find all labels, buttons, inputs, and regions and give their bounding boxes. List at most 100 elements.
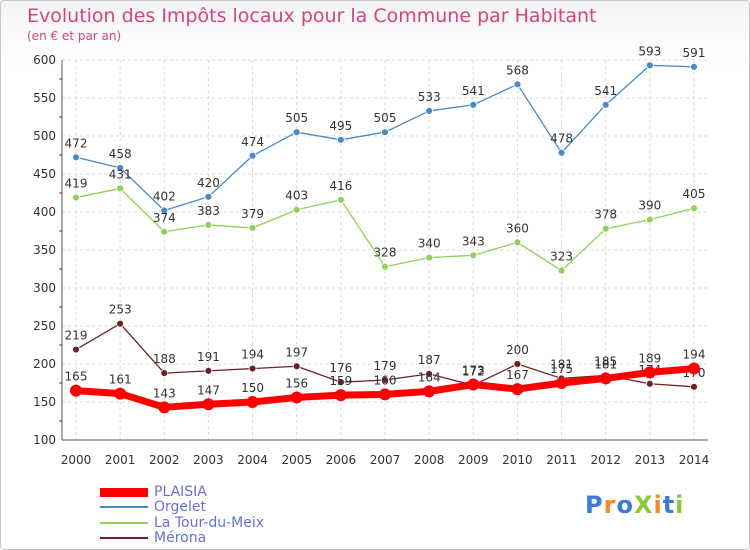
logo-letter: i <box>653 491 663 519</box>
data-label: 323 <box>550 250 573 264</box>
data-label: 156 <box>285 376 308 390</box>
data-point <box>204 192 213 201</box>
data-label: 160 <box>374 373 397 387</box>
data-point <box>511 383 524 396</box>
data-label: 593 <box>638 44 661 58</box>
logo-letter: t <box>662 491 676 519</box>
x-tick-label: 2009 <box>458 453 489 467</box>
data-label: 179 <box>374 359 397 373</box>
data-label: 374 <box>153 211 176 225</box>
legend-item-la-tour-du-meix: La Tour-du-Meix <box>100 515 264 531</box>
data-label: 194 <box>683 348 706 362</box>
logo-letter: P <box>585 491 604 519</box>
data-point <box>246 396 259 408</box>
data-point <box>116 319 125 328</box>
data-label: 474 <box>241 135 264 149</box>
data-point <box>690 204 698 213</box>
y-tick-label: 600 <box>33 53 56 67</box>
data-point <box>690 382 698 391</box>
data-label: 150 <box>241 381 264 395</box>
y-tick-label: 450 <box>33 167 56 181</box>
data-label: 164 <box>418 370 441 384</box>
data-label: 416 <box>329 179 352 193</box>
data-point <box>72 153 80 162</box>
data-label: 181 <box>550 357 573 371</box>
legend-item-merona: Mérona <box>100 530 206 546</box>
data-point <box>423 385 436 398</box>
data-point <box>160 206 169 215</box>
data-label: 343 <box>462 234 485 248</box>
logo-letter: r <box>603 491 617 519</box>
data-label: 167 <box>506 368 529 382</box>
data-label: 185 <box>594 354 617 368</box>
data-label: 176 <box>329 361 352 375</box>
data-point <box>204 366 213 375</box>
data-point <box>513 80 522 89</box>
data-point <box>425 253 434 262</box>
data-label: 390 <box>638 199 661 213</box>
y-tick-label: 200 <box>33 357 56 371</box>
data-label: 187 <box>418 353 441 367</box>
data-point <box>70 384 82 397</box>
legend-swatch <box>100 522 148 524</box>
y-tick-label: 500 <box>33 129 56 143</box>
data-point <box>202 398 215 411</box>
data-point <box>158 401 171 414</box>
data-label: 173 <box>462 364 485 378</box>
data-label: 161 <box>109 373 132 387</box>
data-point <box>645 215 654 224</box>
data-point <box>601 100 610 109</box>
x-tick-label: 2005 <box>281 453 312 467</box>
data-point <box>248 364 257 373</box>
data-point <box>513 360 522 368</box>
data-label: 378 <box>594 208 617 222</box>
logo-letter: o <box>616 491 634 519</box>
data-label: 328 <box>374 246 397 260</box>
y-tick-label: 100 <box>33 433 56 447</box>
legend-label: Orgelet <box>154 499 207 515</box>
data-label: 541 <box>594 84 617 98</box>
series-orgelet: 472 458 402 420 474 505 495 505 533 541 568 478 541 5… <box>65 44 706 215</box>
data-label: 405 <box>683 187 706 201</box>
data-label: 431 <box>109 167 132 181</box>
data-point <box>425 369 434 378</box>
data-point <box>204 221 213 229</box>
x-tick-label: 2011 <box>546 453 577 467</box>
data-label: 403 <box>285 189 308 203</box>
data-label: 159 <box>329 374 352 388</box>
data-label: 143 <box>153 386 176 400</box>
data-label: 197 <box>285 345 308 359</box>
data-label: 181 <box>594 357 617 371</box>
data-label: 533 <box>418 90 441 104</box>
data-label: 172 <box>462 364 485 378</box>
legend-item-orgelet: Orgelet <box>100 499 206 515</box>
chart-title: Evolution des Impôts locaux pour la Comm… <box>27 5 597 27</box>
data-point <box>513 238 522 247</box>
data-label: 165 <box>65 370 88 384</box>
data-label: 591 <box>683 46 706 60</box>
data-point <box>381 128 389 137</box>
data-point <box>336 378 345 387</box>
data-label: 360 <box>506 221 529 235</box>
data-point <box>292 362 301 371</box>
data-point <box>248 224 257 232</box>
x-tick-label: 2000 <box>61 453 92 467</box>
x-tick-label: 2006 <box>326 453 357 467</box>
data-point <box>160 369 169 378</box>
data-label: 379 <box>241 207 264 221</box>
x-tick-label: 2014 <box>679 453 710 467</box>
data-point <box>116 184 125 193</box>
data-label: 478 <box>550 132 573 146</box>
y-tick-label: 350 <box>33 243 56 257</box>
data-point <box>72 193 80 202</box>
y-tick-label: 400 <box>33 205 56 219</box>
x-tick-label: 2002 <box>149 453 180 467</box>
legend-label: La Tour-du-Meix <box>154 515 265 531</box>
y-tick-label: 250 <box>33 319 56 333</box>
data-label: 568 <box>506 63 529 77</box>
data-point <box>381 262 389 271</box>
data-label: 191 <box>197 350 220 364</box>
legend-swatch <box>100 506 148 508</box>
